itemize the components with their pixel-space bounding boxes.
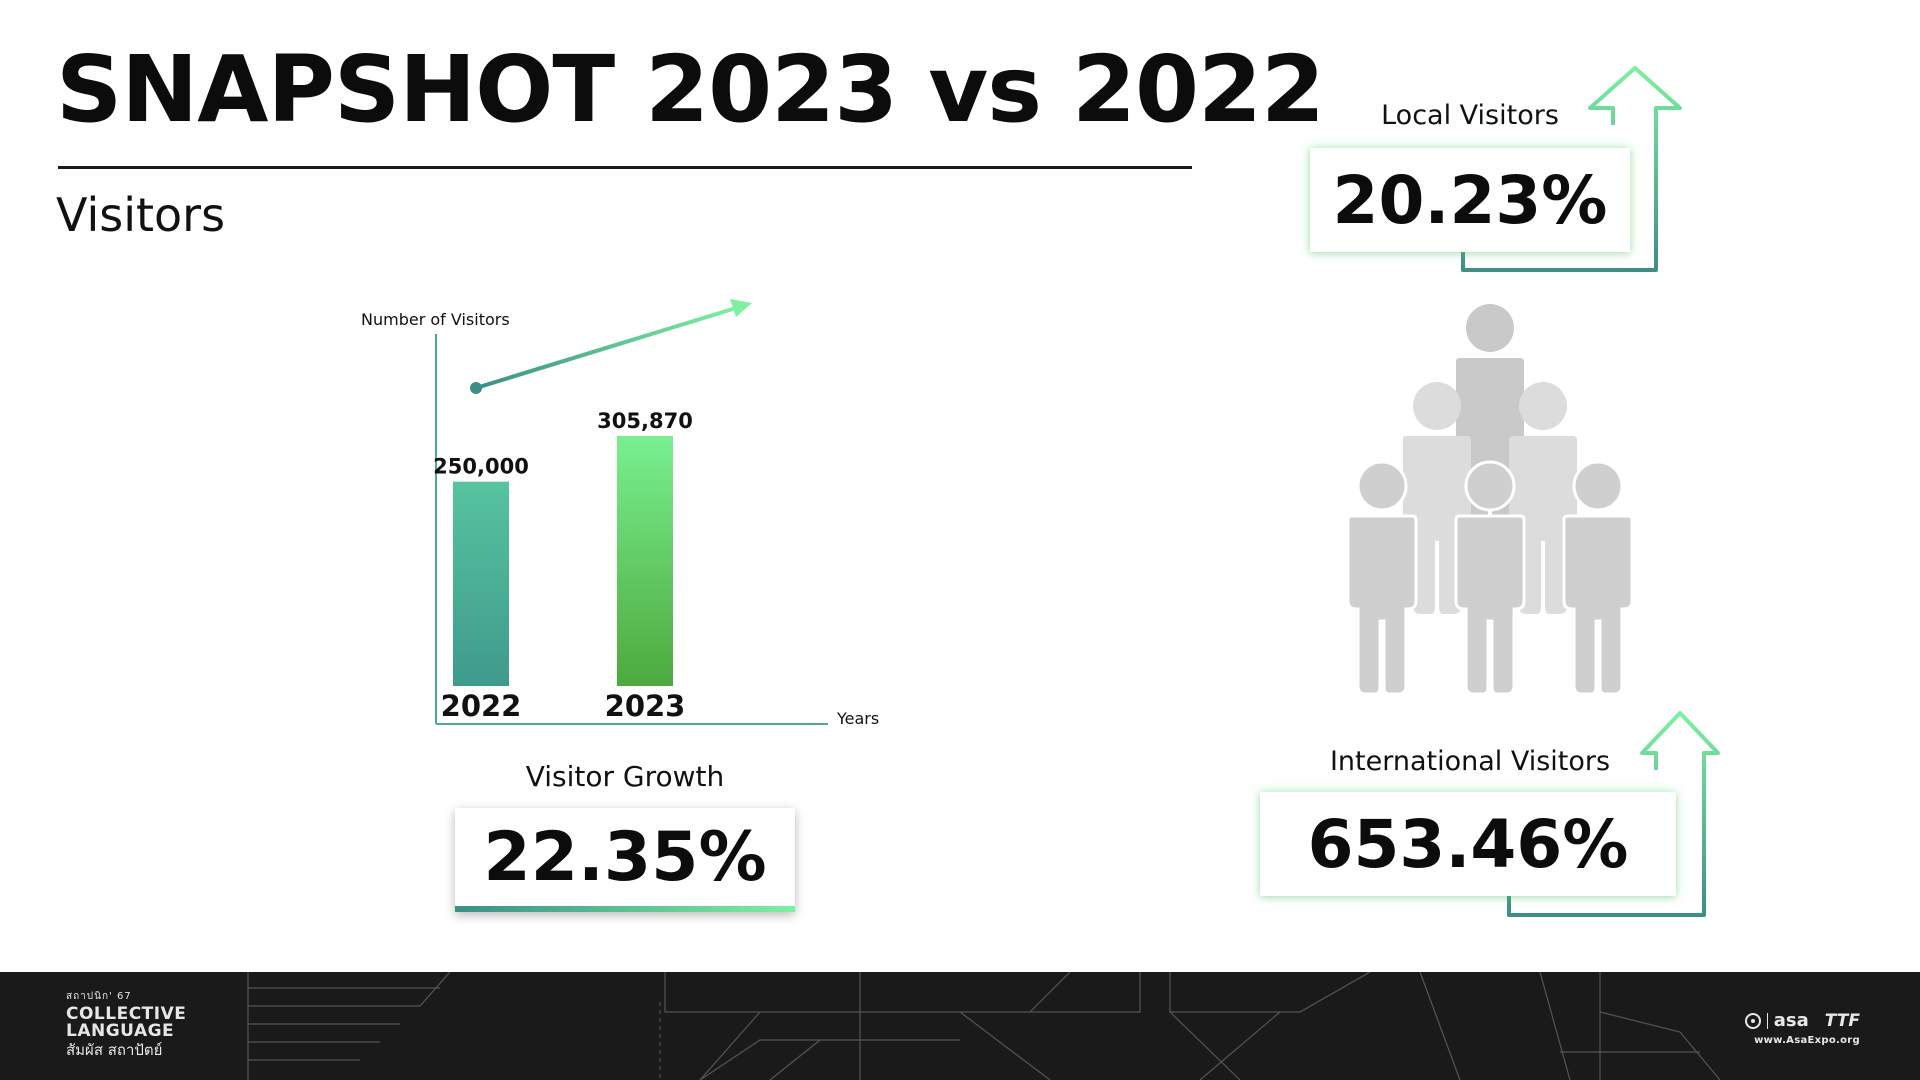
visitor-growth-value: 22.35% [483,817,767,897]
international-up-arrow-icon [1507,711,1720,917]
local-visitors-card: 20.23% [1310,148,1630,252]
local-visitors-label: Local Visitors [1381,100,1559,131]
data-label-2023: 305,870 [597,409,693,433]
title-divider [58,166,1192,169]
asa-emblem-icon [1744,1012,1761,1029]
website-url: www.AsaExpo.org [1754,1035,1860,1046]
logo-line-1: COLLECTIVE [66,1004,187,1024]
bar-2022 [453,481,509,686]
ttf-logo-text: TTF [1824,1010,1860,1031]
local-visitors-value: 20.23% [1332,161,1608,239]
trend-arrow-start [470,382,482,394]
x-tick-2023: 2023 [605,689,686,723]
page-subtitle: Visitors [56,188,226,242]
footer-bar: สถาปนิก' 67 COLLECTIVE LANGUAGE สัมผัส ส… [0,972,1920,1080]
visitors-bar-chart: Number of Visitors Years 250,000 2022 305,… [361,299,879,728]
footer-pattern [247,972,1721,1080]
collective-language-logo: สถาปนิก' 67 COLLECTIVE LANGUAGE สัมผัส ส… [66,992,186,1058]
visitor-growth-card: 22.35% [455,808,795,912]
data-label-2022: 250,000 [433,455,529,479]
bar-2023 [617,436,673,686]
visitor-growth-label: Visitor Growth [525,760,725,793]
asa-expo-logo: asa TTF www.AsaExpo.org [1744,1010,1860,1046]
international-visitors-card: 653.46% [1260,792,1676,896]
logo-event-tag: สถาปนิก' 67 [66,991,132,1002]
logo-line-2: LANGUAGE [66,1021,175,1041]
logo-divider [1766,1012,1768,1029]
crowd-pyramid-icon [1346,304,1634,696]
trend-arrow [475,306,737,390]
international-visitors-label: International Visitors [1329,746,1611,777]
page-title: SNAPSHOT 2023 vs 2022 [56,36,1325,143]
international-visitors-value: 653.46% [1307,805,1629,883]
x-axis-label: Years [836,709,879,728]
trend-arrowhead [730,299,752,317]
asa-logo-text: asa [1773,1010,1809,1031]
x-tick-2022: 2022 [441,689,522,723]
y-axis-label: Number of Visitors [361,310,510,329]
logo-thai-text: สัมผัส สถาปัตย์ [66,1041,163,1059]
local-up-arrow-icon [1461,66,1682,272]
